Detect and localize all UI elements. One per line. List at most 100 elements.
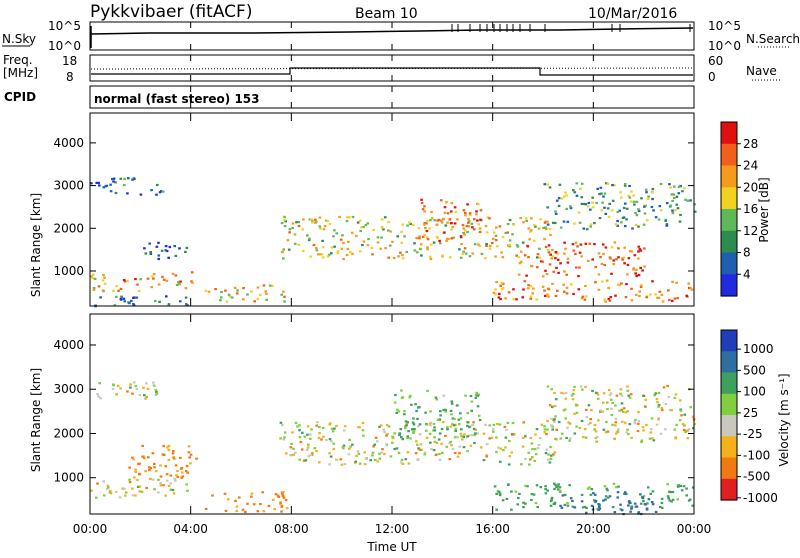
power-echo-cell bbox=[207, 290, 211, 293]
vel-colorbar-frame bbox=[720, 329, 738, 501]
power-echo-cell bbox=[347, 240, 350, 243]
power-echo-cell bbox=[501, 287, 505, 290]
power-echo-cell bbox=[324, 219, 328, 222]
velocity-colorbar-label: Velocity [m s⁻¹] bbox=[777, 373, 791, 466]
colorbar-tick-label: -500 bbox=[743, 470, 770, 484]
vel-echo-cell bbox=[330, 427, 334, 430]
power-echo-cell bbox=[381, 226, 384, 229]
power-echo-cell bbox=[549, 233, 552, 237]
power-echo-cell bbox=[309, 255, 313, 258]
power-echo-cell bbox=[161, 190, 165, 193]
power-echo-cell bbox=[627, 257, 631, 260]
vel-echo-cell bbox=[583, 505, 587, 508]
nsky-trace bbox=[90, 27, 694, 35]
vel-echo-cell bbox=[642, 494, 646, 498]
vel-echo-cell bbox=[564, 391, 568, 394]
vel-echo-cell bbox=[433, 436, 436, 439]
power-echo-cell bbox=[297, 224, 301, 228]
vel-echo-cell bbox=[684, 430, 687, 434]
power-echo-cell bbox=[580, 255, 583, 258]
vel-echo-cell bbox=[157, 478, 160, 481]
power-echo-cell bbox=[305, 234, 309, 237]
power-echo-cell bbox=[631, 227, 634, 230]
vel-echo-cell bbox=[549, 499, 553, 503]
power-echo-cell bbox=[674, 209, 677, 212]
vel-echo-cell bbox=[444, 408, 447, 411]
vel-echo-cell bbox=[176, 475, 180, 479]
power-echo-cell bbox=[291, 222, 295, 225]
vel-echo-cell bbox=[537, 444, 541, 447]
vel-echo-cell bbox=[451, 447, 455, 451]
vel-echo-cell bbox=[645, 508, 649, 511]
power-echo-cell bbox=[204, 289, 208, 292]
vel-echo-cell bbox=[316, 421, 319, 424]
vel-echo-cell bbox=[466, 412, 469, 415]
power-echo-cell bbox=[328, 223, 332, 226]
vel-echo-cell bbox=[654, 510, 658, 513]
vel-echo-cell bbox=[495, 436, 498, 439]
nsearch-spikes bbox=[451, 24, 691, 32]
power-echo-cell bbox=[635, 268, 638, 271]
vel-echo-cell bbox=[335, 458, 339, 461]
vel-echo-cell bbox=[411, 421, 415, 424]
power-echo-cell bbox=[551, 255, 555, 258]
power-echo-cell bbox=[546, 293, 549, 296]
vel-echo-cell bbox=[606, 496, 610, 499]
power-echo-cell bbox=[454, 210, 458, 214]
power-echo-cell bbox=[499, 297, 502, 301]
power-echo-cell bbox=[528, 238, 531, 241]
power-echo-cell bbox=[524, 217, 528, 220]
vel-echo-cell bbox=[382, 428, 385, 431]
vel-echo-cell bbox=[174, 464, 178, 467]
power-echo-cell bbox=[466, 230, 469, 234]
power-echo-cell bbox=[441, 254, 444, 257]
vel-echo-cell bbox=[485, 455, 488, 458]
vel-echo-cell bbox=[590, 409, 593, 412]
power-echo-cell bbox=[589, 225, 592, 228]
power-echo-cell bbox=[230, 296, 234, 299]
vel-echo-cell bbox=[624, 491, 627, 494]
power-echo-cell bbox=[541, 275, 545, 278]
vel-echo-cell bbox=[98, 382, 101, 385]
power-echo-cell bbox=[580, 196, 584, 199]
power-echo-cell bbox=[565, 292, 569, 295]
vel-echo-cell bbox=[373, 458, 377, 461]
power-echo-cell bbox=[620, 282, 623, 285]
power-echo-cell bbox=[453, 222, 457, 225]
vel-colorbar-band bbox=[721, 436, 737, 459]
power-echo-cell bbox=[460, 243, 463, 246]
power-echo-cell bbox=[103, 276, 106, 279]
vel-echo-cell bbox=[589, 421, 592, 425]
power-echo-cell bbox=[608, 202, 611, 205]
power-echo-cell bbox=[165, 249, 169, 253]
vel-echo-cell bbox=[153, 466, 156, 469]
vel-echo-cell bbox=[283, 436, 286, 439]
vel-echo-cell bbox=[435, 441, 439, 444]
vel-echo-cell bbox=[626, 428, 629, 431]
power-echo-cell bbox=[190, 271, 194, 274]
vel-echo-cell bbox=[146, 387, 150, 390]
power-echo-cell bbox=[673, 196, 676, 199]
power-echo-cell bbox=[397, 255, 400, 258]
power-echo-cell bbox=[132, 296, 135, 299]
power-echo-cell bbox=[150, 275, 154, 278]
power-echo-cell bbox=[497, 292, 501, 295]
vel-echo-cell bbox=[497, 490, 501, 493]
vel-echo-cell bbox=[669, 491, 673, 494]
power-echo-cell bbox=[464, 214, 467, 217]
vel-echo-cell bbox=[332, 447, 336, 451]
vel-echo-cell bbox=[138, 472, 141, 476]
power-echo-cell bbox=[621, 216, 625, 219]
time-axis-ticks: 00:00 04:00 08:00 12:00 16:00 20:00 00:00 bbox=[73, 22, 711, 536]
power-echo-cell bbox=[597, 273, 601, 276]
vel-echo-cell bbox=[307, 443, 310, 446]
power-echo-cell bbox=[584, 284, 587, 288]
power-echo-cell bbox=[97, 181, 100, 184]
vel-echo-cell bbox=[580, 419, 584, 423]
power-echo-cell bbox=[683, 187, 686, 190]
power-echo-cell bbox=[468, 212, 472, 215]
power-echo-cell bbox=[453, 206, 457, 209]
vel-echo-cell bbox=[137, 462, 140, 466]
power-echo-cell bbox=[638, 290, 641, 293]
power-echo-cell bbox=[563, 241, 566, 244]
